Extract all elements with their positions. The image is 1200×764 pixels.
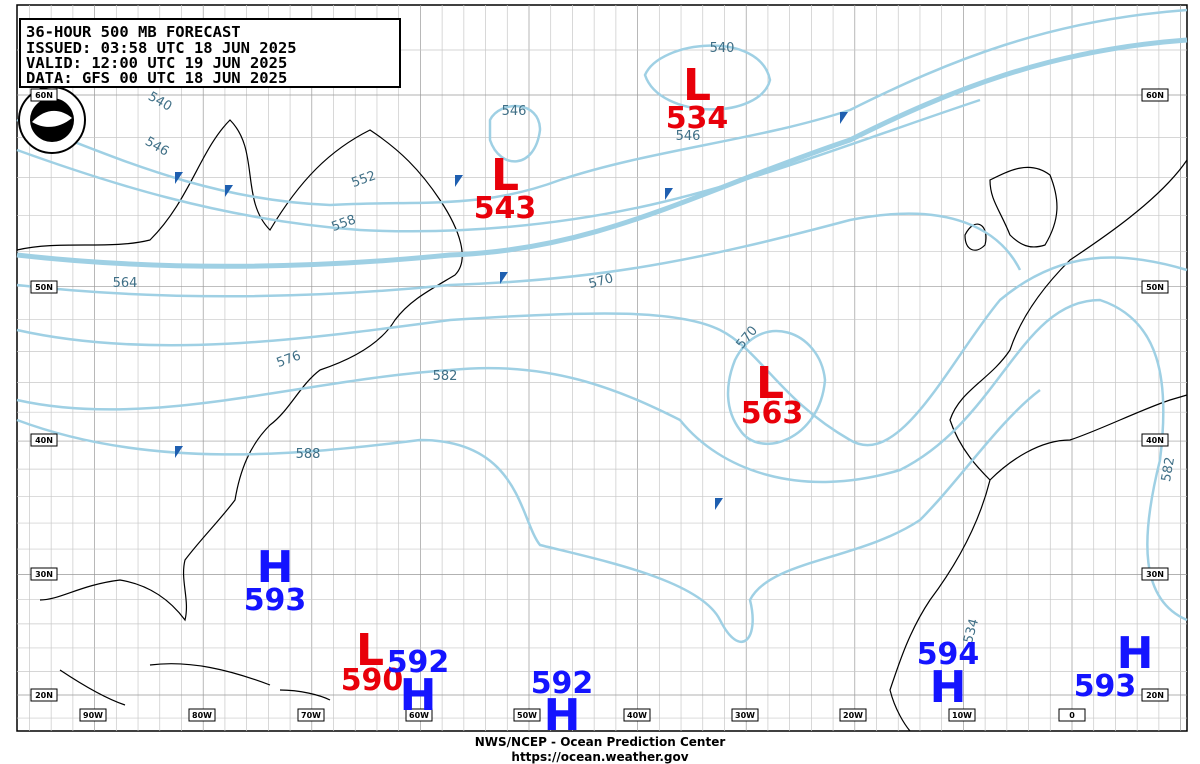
center-letter: L <box>756 358 784 409</box>
lat-lon-grid <box>17 5 1187 731</box>
lat-label: 60N <box>1146 91 1164 100</box>
lat-label: 20N <box>1146 691 1164 700</box>
lon-label: 30W <box>735 711 755 720</box>
header-line: DATA: GFS 00 UTC 18 JUN 2025 <box>26 69 287 87</box>
center-value: 594 <box>917 637 980 672</box>
center-value: 563 <box>741 396 804 431</box>
lat-label: 40N <box>1146 436 1164 445</box>
header-line: 36-HOUR 500 MB FORECAST <box>26 23 241 41</box>
lon-label-box <box>839 708 867 722</box>
contour-label: 564 <box>113 276 138 291</box>
center-letter: H <box>544 690 581 741</box>
contour-label: 534 <box>961 617 982 645</box>
lon-label-box <box>79 708 107 722</box>
lat-label-box <box>1141 280 1169 294</box>
center-letter: H <box>1117 628 1154 679</box>
header-line: ISSUED: 03:58 UTC 18 JUN 2025 <box>26 39 297 57</box>
center-value: 593 <box>244 583 307 618</box>
lat-label-box <box>30 280 58 294</box>
map-labels: 90W 80W 70W 60W 50W 40W 30W 20W 10W 0 60N 60N 50N 50N… <box>30 41 1178 741</box>
lat-label-box <box>1141 433 1169 447</box>
height-contours <box>16 8 1188 643</box>
center-letter: H <box>930 662 967 713</box>
lon-label: 20W <box>843 711 863 720</box>
contour-label: 546 <box>676 129 701 144</box>
lat-label: 60N <box>35 91 53 100</box>
lon-label: 80W <box>192 711 212 720</box>
lon-label: 10W <box>952 711 972 720</box>
lon-label-box <box>405 708 433 722</box>
lat-label-box <box>30 688 58 702</box>
footer-line: NWS/NCEP - Ocean Prediction Center <box>475 735 726 749</box>
lon-label: 60W <box>409 711 429 720</box>
lat-label: 20N <box>35 691 53 700</box>
footer-line: https://ocean.weather.gov <box>511 750 688 764</box>
lon-label-box <box>623 708 651 722</box>
lat-label-box <box>30 567 58 581</box>
lon-label: 50W <box>517 711 537 720</box>
contour-label: 540 <box>710 41 735 56</box>
lon-label: 90W <box>83 711 103 720</box>
center-letter: L <box>683 60 711 111</box>
center-letter: H <box>400 670 437 721</box>
contour-label: 570 <box>587 271 615 292</box>
lon-label: 70W <box>301 711 321 720</box>
lon-label-box <box>948 708 976 722</box>
contour-label: 582 <box>433 369 458 384</box>
center-value: 543 <box>474 191 537 226</box>
lat-label: 50N <box>35 283 53 292</box>
lat-label-box <box>1141 88 1169 102</box>
center-letter: L <box>491 150 519 201</box>
center-value: 592 <box>387 645 450 680</box>
center-value: 534 <box>666 101 729 136</box>
lat-label-box <box>1141 688 1169 702</box>
contour-label: 546 <box>502 104 527 119</box>
lat-label-box <box>30 433 58 447</box>
center-value: 590 <box>341 663 404 698</box>
lon-label: 40W <box>627 711 647 720</box>
lat-label: 30N <box>35 570 53 579</box>
lon-label-box <box>513 708 541 722</box>
header-box: 36-HOUR 500 MB FORECAST ISSUED: 03:58 UT… <box>19 18 401 88</box>
noaa-logo <box>18 86 86 154</box>
lat-label-box <box>1141 567 1169 581</box>
contour-label: 582 <box>1159 456 1178 483</box>
lat-label: 30N <box>1146 570 1164 579</box>
contour-label: 588 <box>296 447 321 462</box>
lon-label-box <box>1058 708 1086 722</box>
center-value: 592 <box>531 666 594 701</box>
lat-label-box <box>30 88 58 102</box>
map-frame <box>16 4 1188 732</box>
lat-label: 50N <box>1146 283 1164 292</box>
header-frame <box>19 18 401 88</box>
header-line: VALID: 12:00 UTC 19 JUN 2025 <box>26 54 287 72</box>
lon-label-box <box>297 708 325 722</box>
center-letter: L <box>356 625 384 676</box>
lon-label: 0 <box>1069 711 1075 720</box>
lat-label: 40N <box>35 436 53 445</box>
lon-label-box <box>731 708 759 722</box>
center-value: 593 <box>1074 669 1137 704</box>
lon-label-box <box>188 708 216 722</box>
center-letter: H <box>257 542 294 593</box>
